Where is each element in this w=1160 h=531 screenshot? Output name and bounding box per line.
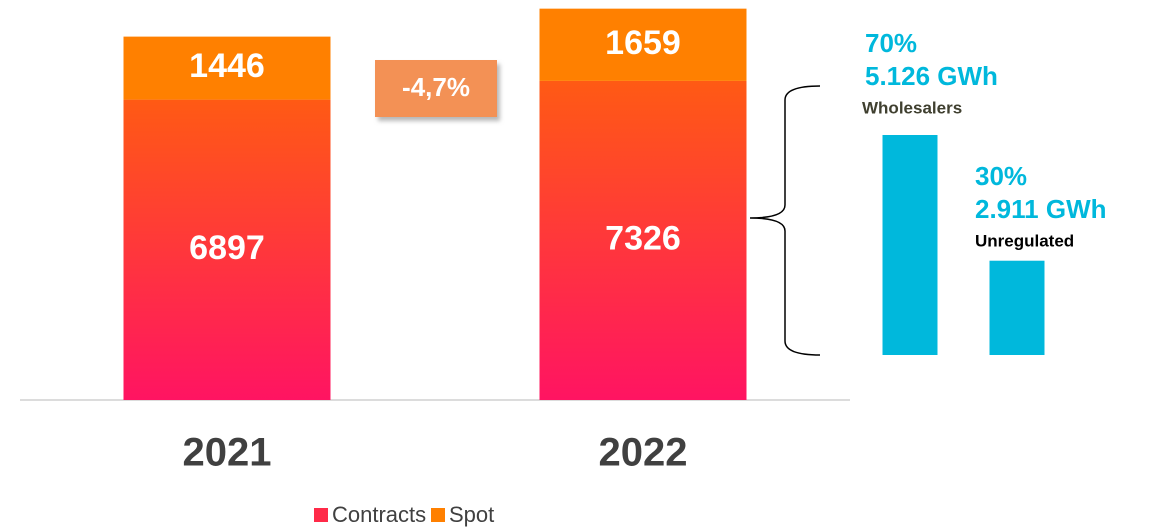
bar-segment: [539, 8, 747, 81]
energy-label: 5.126 GWh: [865, 61, 998, 91]
bar-segment: [123, 99, 331, 400]
bracket: [749, 85, 821, 356]
energy-label: 2.911 GWh: [975, 194, 1107, 224]
data-label: 1659: [605, 24, 681, 62]
change-box: [375, 60, 497, 117]
share-label: 30%: [975, 161, 1027, 191]
category-label: Wholesalers: [862, 98, 962, 117]
legend-label: Contracts: [332, 502, 426, 527]
bar-segment: [539, 80, 747, 401]
bar: [882, 135, 938, 355]
data-label: 1446: [189, 47, 265, 85]
data-label: 6897: [189, 229, 265, 267]
bar-segment: [123, 36, 331, 100]
data-label: 7326: [605, 219, 681, 257]
legend-swatch: [314, 508, 328, 522]
change-label: -4,7%: [402, 72, 470, 102]
bar: [989, 260, 1045, 355]
legend-label: Spot: [449, 502, 494, 527]
x-tick-label: 2021: [183, 431, 272, 475]
x-tick-label: 2022: [599, 431, 688, 475]
category-label: Unregulated: [975, 231, 1074, 250]
legend-swatch: [431, 508, 445, 522]
share-label: 70%: [865, 28, 917, 58]
